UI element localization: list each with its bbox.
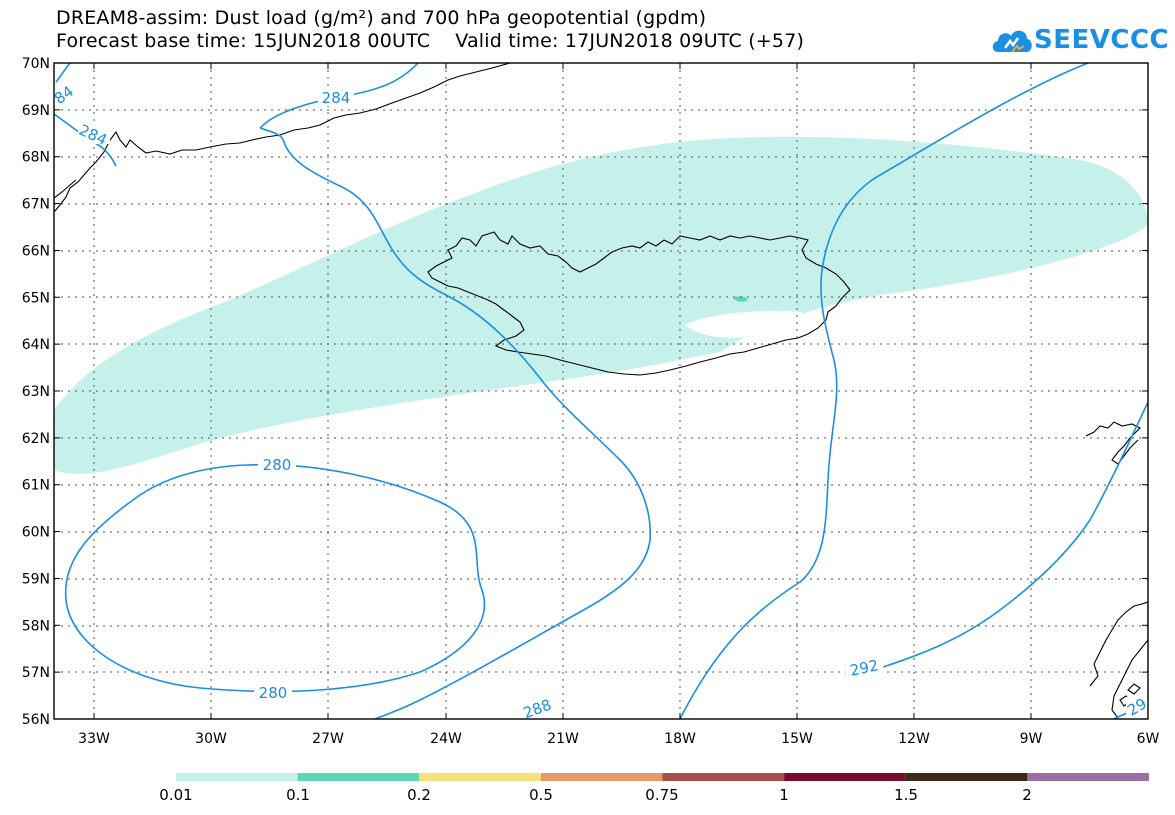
lat-label: 63N [22,384,50,400]
lat-label: 67N [22,197,50,213]
colorbar-label: 0.75 [645,786,678,804]
contour-label: 280 [263,456,292,474]
lon-label: 21W [547,731,579,747]
lat-label: 66N [22,243,50,259]
scotland-coast [1089,601,1148,719]
latitude-axis: 70N 69N 68N 67N 66N 65N 64N 63N 62N 61N 60N 59N 58N 5… [22,56,1148,728]
lat-label: 68N [22,150,50,166]
lat-label: 58N [22,618,50,634]
contour-292 [679,63,1089,719]
colorbar-swatch [540,773,663,781]
lat-label: 57N [22,665,50,681]
colorbar-label: 0.5 [529,786,553,804]
label-bg [515,692,559,719]
colorbar: 0.01 0.1 0.2 0.5 0.75 1 1.5 2 [159,773,1149,804]
lon-label: 15W [781,731,813,747]
colorbar-swatch [784,773,906,781]
contour-296 [879,401,1148,669]
lat-label: 69N [22,103,50,119]
cloud-icon [992,30,1032,53]
lon-label: 33W [78,731,110,747]
lat-label: 59N [22,571,50,587]
seevccc-logo: SEEVCCC [990,22,1169,58]
dust-region-mid [733,296,748,302]
map-title: DREAM8-assim: Dust load (g/m²) and 700 h… [56,7,707,29]
contour-label: 288 [521,696,554,723]
lon-label: 6W [1137,731,1160,747]
colorbar-label: 1.5 [894,786,918,804]
label-bg [78,126,110,144]
lon-label: 30W [195,731,227,747]
label-bg [843,653,885,681]
lat-label: 61N [22,478,50,494]
lat-label: 70N [22,56,50,72]
dust-region-low [54,136,1148,474]
colorbar-swatch [1027,773,1149,781]
lat-label: 65N [22,290,50,306]
contour-280 [64,463,486,693]
label-bg [254,683,292,703]
lat-label: 56N [22,712,50,728]
lat-label: 64N [22,337,50,353]
colorbar-label: 0.2 [407,786,431,804]
island-coast [1127,683,1141,695]
lat-label: 62N [22,431,50,447]
label-bg [54,86,74,104]
contour-288 [259,127,651,719]
contour-label: 292 [848,656,880,680]
map-subtitle: Forecast base time: 15JUN2018 00UTC Vali… [56,30,805,52]
colorbar-swatch [662,773,785,781]
colorbar-label: 0.1 [286,786,310,804]
label-bg [318,88,354,106]
lon-label: 18W [664,731,696,747]
faroe-coast [1085,421,1141,465]
label-bg [1126,697,1148,715]
contour-label: 29 [1124,694,1150,719]
colorbar-label: 0.01 [159,786,192,804]
greenland-coast [54,179,77,199]
contour-284-left [54,113,117,167]
colorbar-swatch [905,773,1028,781]
contour-label: 284 [76,121,110,149]
greenland-coast [54,63,511,213]
lon-label: 12W [898,731,930,747]
contour-284-corner [55,63,71,83]
colorbar-swatch [176,773,298,781]
dust-gap [685,310,803,338]
lon-label: 9W [1020,731,1043,747]
lon-label: 24W [430,731,462,747]
contour-label: 280 [259,684,288,702]
label-bg [258,455,296,475]
logo-text: SEEVCCC [1034,25,1170,55]
lat-label: 60N [22,525,50,541]
colorbar-label: 1 [779,786,789,804]
contour-label: 284 [322,89,351,107]
dust-gap [788,315,806,323]
iceland-coast [427,231,851,376]
colorbar-swatch [419,773,541,781]
colorbar-label: 2 [1022,786,1032,804]
longitude-axis: 33W 30W 27W 24W 21W 18W 15W 12W 9W 6W [78,63,1160,747]
grid-lines [54,63,1148,719]
lon-label: 27W [312,731,344,747]
colorbar-swatch [297,773,420,781]
